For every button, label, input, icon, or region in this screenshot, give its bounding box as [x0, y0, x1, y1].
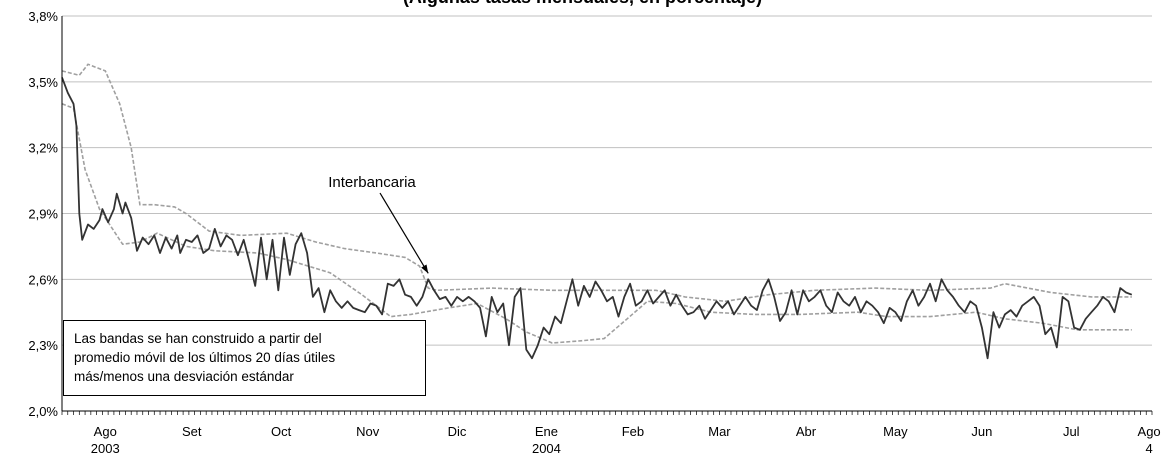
annotation-arrowhead [421, 264, 429, 274]
note-box: Las bandas se han construido a partir de… [63, 320, 426, 396]
y-tick-label: 3,5% [28, 75, 58, 90]
x-tick-label: Jul [1063, 424, 1080, 439]
band-line-upper-band [61, 63, 1132, 303]
x-tick-label: Mar [708, 424, 731, 439]
x-tick-label: Ago [1138, 424, 1161, 439]
x-tick-label: May [883, 424, 908, 439]
chart-title: (Algunas tasas mensuales, en porcentaje) [0, 0, 1165, 8]
x-tick-label: Ago [94, 424, 117, 439]
x-tick-label: Feb [622, 424, 644, 439]
annotation-arrow [379, 192, 429, 274]
annotation-label: Interbancaria [328, 174, 416, 191]
axes [61, 16, 1153, 415]
annotations: Interbancaria [328, 174, 429, 274]
x-tick-label: Ene [535, 424, 558, 439]
y-tick-label: 2,9% [28, 207, 58, 222]
y-tick-label: 3,8% [28, 9, 58, 24]
gridlines [62, 15, 1152, 346]
y-tick-label: 3,2% [28, 141, 58, 156]
band-line-lower-band [61, 103, 1132, 344]
x-tick-label: Set [182, 424, 202, 439]
note-line-1: Las bandas se han construido a partir de… [74, 331, 322, 346]
x-tick-label: Oct [271, 424, 292, 439]
x-tick-labels: Ago 2003 Set Oct Nov Dic Ene 2004 Feb Mar Abr May Ju… [91, 424, 1161, 456]
series-lines [61, 77, 1133, 360]
x-tick-label: Jun [971, 424, 992, 439]
note-line-2: promedio móvil de los últimos 20 días út… [74, 350, 336, 365]
x-tick-label: Nov [356, 424, 380, 439]
y-tick-label: 2,3% [28, 338, 58, 353]
y-tick-label: 2,0% [28, 404, 58, 419]
x-tick-year: 4 [1145, 441, 1152, 456]
x-tick-year: 2004 [532, 441, 561, 456]
x-tick-label: Abr [796, 424, 817, 439]
note-line-3: más/menos una desviación estándar [74, 369, 294, 384]
series-line-interbancaria [61, 77, 1133, 360]
x-tick-label: Dic [448, 424, 467, 439]
x-tick-year: 2003 [91, 441, 120, 456]
y-tick-label: 2,6% [28, 272, 58, 287]
y-tick-labels: 2,0% 2,3% 2,6% 2,9% 3,2% 3,5% 3,8% [28, 9, 58, 419]
